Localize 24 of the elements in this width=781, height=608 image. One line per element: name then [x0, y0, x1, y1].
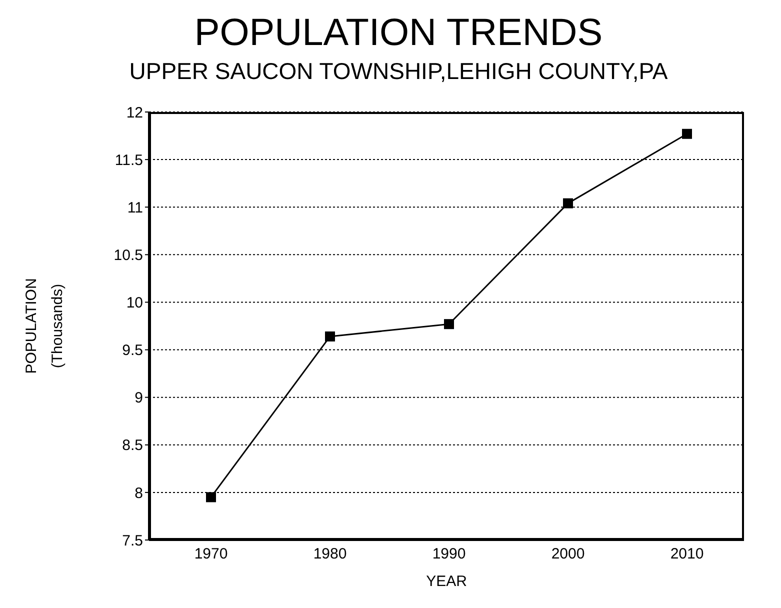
- y-tick-label: 8: [134, 484, 143, 502]
- x-tick-label: 2000: [551, 546, 585, 563]
- y-tick-label: 9.5: [122, 342, 143, 360]
- chart-title: POPULATION TRENDS: [193, 12, 604, 55]
- x-axis-title: YEAR: [426, 573, 468, 590]
- point: [444, 319, 454, 330]
- x-tick-label: 1990: [432, 546, 466, 563]
- y-tick-label: 12: [126, 104, 143, 122]
- x-tick-label: 1970: [194, 546, 228, 563]
- y-tick-label: 10: [126, 294, 143, 312]
- point: [682, 128, 692, 139]
- point: [325, 331, 335, 342]
- y-tick-label: 11: [127, 199, 143, 216]
- point: [206, 492, 216, 502]
- point: [563, 198, 573, 208]
- chart-subtitle: UPPER SAUCON TOWNSHIP,LEHIGH COUNTY,PA: [128, 58, 669, 85]
- x-tick-label: 2010: [670, 546, 704, 563]
- y-tick-label: 9: [134, 390, 143, 407]
- y-tick-label: 7.5: [122, 532, 143, 550]
- y-axis-title: POPULATION (Thousands): [23, 278, 66, 374]
- y-tick-label: 11.5: [114, 152, 143, 169]
- y-tick-label: 10.5: [114, 246, 143, 264]
- x-tick-label: 1980: [313, 546, 347, 563]
- y-tick-label: 8.5: [122, 437, 143, 454]
